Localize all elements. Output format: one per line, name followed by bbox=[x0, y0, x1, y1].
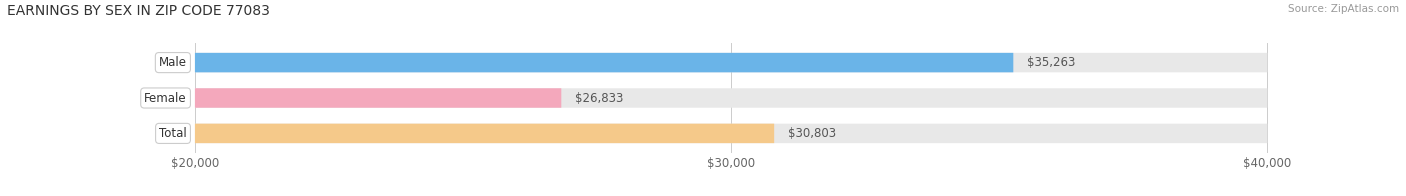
FancyBboxPatch shape bbox=[195, 53, 1014, 72]
Text: $30,803: $30,803 bbox=[787, 127, 835, 140]
FancyBboxPatch shape bbox=[195, 88, 1267, 108]
Text: Female: Female bbox=[145, 92, 187, 104]
FancyBboxPatch shape bbox=[195, 124, 1267, 143]
FancyBboxPatch shape bbox=[195, 88, 561, 108]
Text: EARNINGS BY SEX IN ZIP CODE 77083: EARNINGS BY SEX IN ZIP CODE 77083 bbox=[7, 4, 270, 18]
Text: Source: ZipAtlas.com: Source: ZipAtlas.com bbox=[1288, 4, 1399, 14]
Text: Male: Male bbox=[159, 56, 187, 69]
Text: $35,263: $35,263 bbox=[1026, 56, 1076, 69]
FancyBboxPatch shape bbox=[195, 53, 1267, 72]
Text: Total: Total bbox=[159, 127, 187, 140]
Text: $26,833: $26,833 bbox=[575, 92, 623, 104]
FancyBboxPatch shape bbox=[195, 124, 775, 143]
